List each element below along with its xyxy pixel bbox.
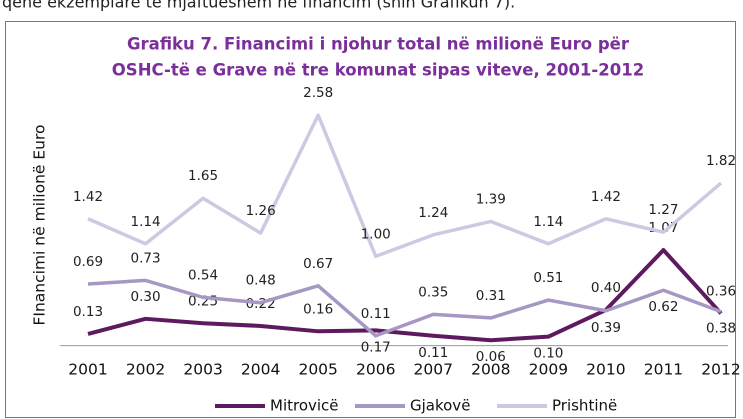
data-label: 1.42 [591, 189, 621, 205]
data-label: 1.14 [131, 214, 161, 230]
x-tick-label: 2006 [356, 361, 395, 379]
data-label: 0.11 [418, 345, 448, 361]
x-tick-label: 2012 [701, 361, 740, 379]
data-label: 1.26 [246, 203, 276, 219]
x-tick-label: 2001 [68, 361, 107, 379]
data-label: 1.82 [706, 153, 736, 169]
line [87, 248, 723, 343]
x-tick-label: 2005 [298, 361, 337, 379]
y-axis-label: FInancimi në milionë Euro [31, 124, 49, 325]
data-label: 0.30 [131, 289, 161, 305]
data-label: 0.13 [73, 304, 103, 320]
data-label: 0.10 [533, 346, 563, 362]
data-label: 0.48 [246, 273, 276, 289]
data-label: 0.06 [476, 349, 506, 365]
data-label: 1.00 [361, 226, 391, 242]
data-label: 0.31 [476, 288, 506, 304]
chart-title: Grafiku 7. Financimi i njohur total në m… [127, 35, 630, 54]
data-label: 0.11 [361, 306, 391, 322]
x-tick-label: 2008 [471, 361, 510, 379]
data-label: 1.42 [73, 189, 103, 205]
data-label: 0.54 [188, 267, 218, 283]
chart-title: OSHC-të e Grave në tre komunat sipas vit… [112, 61, 644, 80]
data-label: 1.24 [418, 205, 448, 221]
intro-text: qenë ekzemplarë të mjaftueshëm në financ… [2, 0, 515, 12]
data-label: 0.40 [591, 280, 621, 296]
chart-frame [5, 21, 736, 418]
line [87, 278, 722, 338]
x-tick-label: 2004 [241, 361, 280, 379]
data-label: 0.39 [591, 320, 621, 336]
data-label: 1.39 [476, 191, 506, 207]
data-label: 1.14 [533, 214, 563, 230]
x-tick-label: 2011 [644, 361, 683, 379]
x-tick-label: 2010 [586, 361, 625, 379]
data-label: 0.51 [533, 270, 563, 286]
x-tick-label: 2003 [183, 361, 222, 379]
x-tick-label: 2007 [414, 361, 453, 379]
data-label: 1.65 [188, 168, 218, 184]
data-label: 0.35 [418, 284, 448, 300]
legend-label: Mitrovicë [270, 397, 339, 415]
x-tick-label: 2009 [529, 361, 568, 379]
legend-label: Prishtinë [552, 397, 617, 415]
data-label: 0.16 [303, 301, 333, 317]
data-label: 0.69 [73, 254, 103, 270]
x-tick-label: 2002 [126, 361, 165, 379]
data-label: 0.73 [131, 250, 161, 266]
line [87, 113, 723, 259]
data-label: 0.62 [648, 299, 678, 315]
data-label: 1.27 [648, 202, 678, 218]
data-label: 0.36 [706, 283, 736, 299]
data-label: 2.58 [303, 85, 333, 101]
data-label: 0.38 [706, 321, 736, 337]
data-label: 0.67 [303, 256, 333, 272]
data-label: 0.17 [361, 339, 391, 355]
legend-label: Gjakovë [410, 397, 470, 415]
